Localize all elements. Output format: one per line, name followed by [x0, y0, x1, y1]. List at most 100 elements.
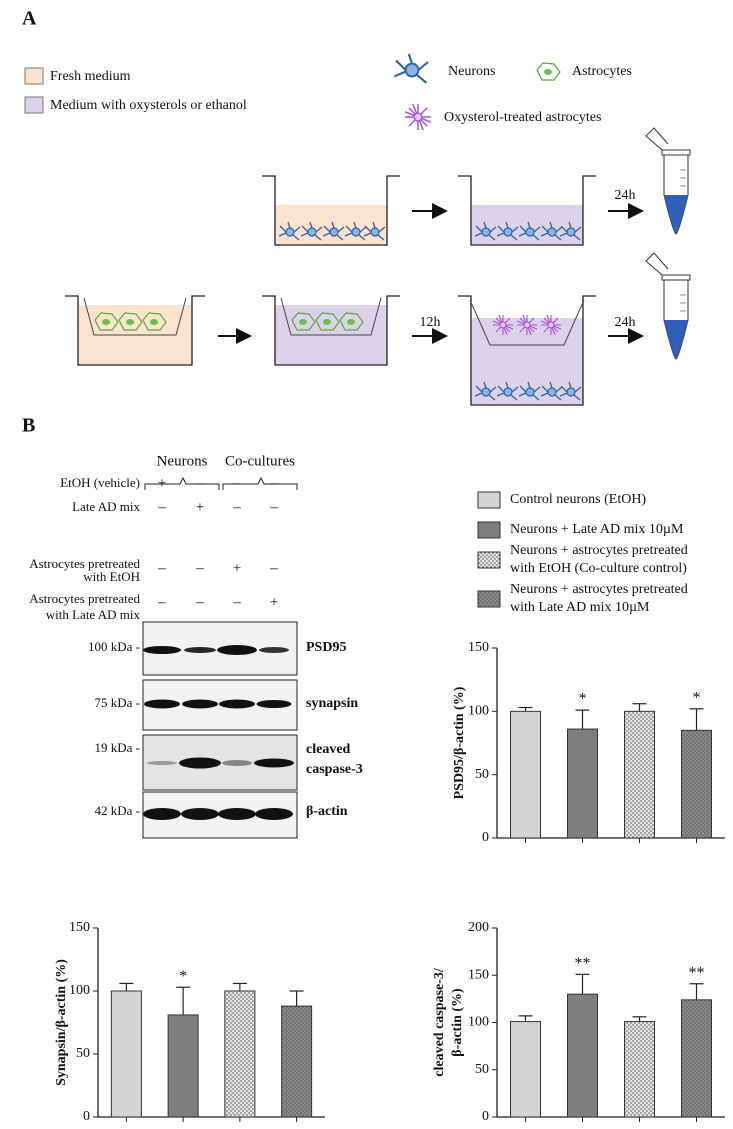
- tube: [645, 252, 691, 360]
- cell-label: Astrocytes: [572, 64, 632, 79]
- condition-label: with Late AD mix: [46, 607, 141, 622]
- sign: +: [270, 594, 278, 610]
- blot-band: [217, 645, 257, 655]
- legend-text: with Late AD mix 10µM: [510, 600, 650, 615]
- blot-band: [254, 758, 294, 768]
- well: [262, 295, 400, 366]
- sign: –: [269, 475, 278, 491]
- blot-band: [179, 757, 221, 769]
- cell-label: Neurons: [448, 64, 495, 79]
- significance: *: [693, 689, 701, 706]
- legend-text: Neurons + astrocytes pretreated: [510, 543, 688, 558]
- sign: –: [157, 560, 166, 576]
- y-axis-label: cleaved caspase-3/: [432, 967, 447, 1077]
- sign: –: [195, 475, 204, 491]
- bar: [510, 710, 541, 839]
- legend-text: Medium with oxysterols or ethanol: [50, 98, 247, 113]
- bar: [224, 990, 256, 1118]
- cell-label: Oxysterol-treated astrocytes: [444, 110, 601, 125]
- y-tick-label: 50: [475, 1062, 489, 1077]
- bar: [624, 1021, 655, 1118]
- well: [458, 295, 596, 406]
- y-tick-label: 100: [468, 1015, 489, 1030]
- blot-band: [144, 699, 180, 709]
- protein-label: caspase-3: [306, 762, 363, 777]
- bar: [110, 990, 142, 1118]
- sign: –: [195, 594, 204, 610]
- blot-band: [181, 808, 219, 820]
- legend-swatch: [477, 491, 501, 509]
- time-label: 24h: [615, 315, 636, 330]
- sign: –: [232, 594, 241, 610]
- kda-label: 19 kDa -: [95, 740, 141, 755]
- blot-band: [184, 647, 216, 653]
- y-tick-label: 0: [83, 1109, 90, 1124]
- group-label: Co-cultures: [225, 453, 295, 469]
- significance: *: [579, 691, 587, 708]
- sign: –: [269, 560, 278, 576]
- legend-swatch: [477, 590, 501, 608]
- protein-label: β-actin: [306, 804, 348, 819]
- y-axis-label: Synapsin/β-actin (%): [54, 959, 69, 1086]
- group-label: Neurons: [157, 453, 208, 469]
- blot-band: [259, 647, 289, 653]
- sign: +: [196, 499, 204, 515]
- panel-label: A: [22, 8, 37, 30]
- kda-label: 75 kDa -: [95, 695, 141, 710]
- star-icon: [404, 103, 432, 131]
- condition-label: Late AD mix: [72, 499, 140, 514]
- sign: –: [195, 560, 204, 576]
- legend-text: Neurons + Late AD mix 10µM: [510, 522, 684, 537]
- blot-band: [255, 808, 293, 820]
- neuron-icon: [393, 52, 430, 84]
- y-tick-label: 200: [468, 920, 489, 935]
- blot-band: [222, 760, 252, 766]
- sign: –: [232, 475, 241, 491]
- time-label: 12h: [420, 315, 441, 330]
- y-tick-label: 100: [69, 983, 90, 998]
- y-tick-label: 100: [468, 704, 489, 719]
- bar: [510, 1021, 541, 1118]
- well: [458, 175, 596, 246]
- y-tick-label: 0: [482, 830, 489, 845]
- sign: –: [269, 499, 278, 515]
- blot-band: [143, 808, 181, 820]
- kda-label: 42 kDa -: [95, 803, 141, 818]
- protein-label: PSD95: [306, 640, 346, 655]
- sign: –: [157, 594, 166, 610]
- condition-label: Astrocytes pretreated: [29, 591, 140, 606]
- legend-text: Control neurons (EtOH): [510, 492, 646, 507]
- blot-band: [219, 699, 255, 709]
- bar: [681, 729, 712, 839]
- tube: [645, 127, 691, 235]
- protein-label: cleaved: [306, 742, 351, 757]
- blot-band: [256, 700, 292, 708]
- y-tick-label: 150: [468, 640, 489, 655]
- bar: [167, 1014, 199, 1118]
- astro-icon: [536, 62, 561, 81]
- panel-a-diagram: [24, 52, 691, 406]
- bar: [681, 999, 712, 1118]
- y-tick-label: 0: [482, 1109, 489, 1124]
- blot-band: [218, 808, 256, 820]
- kda-label: 100 kDa -: [88, 639, 140, 654]
- legend-swatch: [477, 551, 501, 569]
- legend-text: with EtOH (Co-culture control): [510, 561, 687, 576]
- significance: **: [575, 955, 591, 972]
- time-label: 24h: [615, 188, 636, 203]
- sign: +: [233, 560, 241, 576]
- blot-band: [182, 699, 218, 709]
- sign: +: [158, 475, 166, 491]
- well: [262, 175, 400, 246]
- well: [65, 295, 205, 366]
- y-tick-label: 150: [69, 920, 90, 935]
- condition-label: with EtOH: [83, 569, 140, 584]
- sign: –: [157, 499, 166, 515]
- y-tick-label: 50: [76, 1046, 90, 1061]
- group-brackets: [144, 476, 298, 490]
- bar: [624, 710, 655, 839]
- significance: **: [689, 964, 705, 981]
- legend-text: Neurons + astrocytes pretreated: [510, 582, 688, 597]
- y-axis-label: β-actin (%): [450, 988, 465, 1057]
